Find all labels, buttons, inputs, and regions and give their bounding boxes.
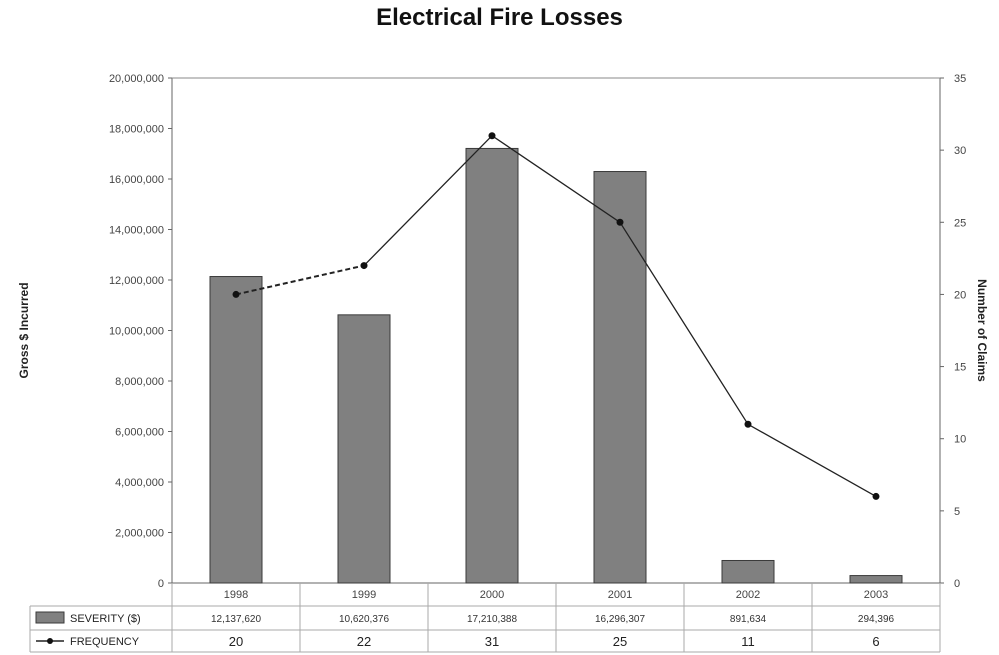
bar-1999	[337, 314, 391, 584]
legend-severity-label: SEVERITY ($)	[70, 613, 141, 625]
bar-1998	[209, 276, 263, 584]
y-tick-label: 18,000,000	[109, 124, 164, 136]
y-tick-label: 8,000,000	[115, 376, 164, 388]
frequency-point-2003	[872, 492, 880, 500]
x-category-label: 1999	[352, 589, 376, 601]
y-tick-label: 20,000,000	[109, 73, 164, 85]
frequency-value-2001: 25	[613, 634, 627, 649]
severity-value-2002: 891,634	[730, 614, 767, 625]
y2-tick-label: 30	[954, 145, 966, 157]
y-axis-title: Gross $ Incurred	[17, 282, 31, 378]
x-category-label: 1998	[224, 589, 248, 601]
y-tick-label: 2,000,000	[115, 528, 164, 540]
y2-tick-label: 35	[954, 73, 966, 85]
y-tick-label: 6,000,000	[115, 427, 164, 439]
y-tick-label: 0	[158, 578, 164, 590]
severity-value-1999: 10,620,376	[339, 614, 389, 625]
y2-tick-label: 5	[954, 506, 960, 518]
frequency-point-1998	[232, 290, 240, 298]
x-category-label: 2003	[864, 589, 888, 601]
frequency-point-2000	[488, 132, 496, 140]
y-tick-label: 16,000,000	[109, 174, 164, 186]
y-tick-label: 4,000,000	[115, 477, 164, 489]
legend-severity-swatch	[35, 611, 65, 624]
chart-title: Electrical Fire Losses	[376, 4, 623, 31]
bar-2000	[465, 147, 519, 584]
frequency-line-dashed-segment	[235, 264, 365, 296]
severity-value-2003: 294,396	[858, 614, 895, 625]
frequency-value-1998: 20	[229, 634, 243, 649]
bar-2003	[849, 575, 903, 584]
y-tick-label: 10,000,000	[109, 326, 164, 338]
y2-tick-label: 0	[954, 578, 960, 590]
frequency-value-1999: 22	[357, 634, 371, 649]
frequency-point-2001	[616, 218, 624, 226]
severity-value-2001: 16,296,307	[595, 614, 645, 625]
y-tick-label: 14,000,000	[109, 225, 164, 237]
legend-frequency-label: FREQUENCY	[70, 636, 140, 648]
legend-frequency-marker	[47, 638, 53, 644]
frequency-value-2002: 11	[741, 634, 755, 649]
bar-2001	[593, 171, 647, 584]
y2-tick-label: 20	[954, 289, 966, 301]
bar-2002	[721, 559, 775, 584]
severity-value-1998: 12,137,620	[211, 614, 261, 625]
frequency-value-2003: 6	[872, 634, 879, 649]
severity-value-2000: 17,210,388	[467, 614, 517, 625]
x-category-label: 2000	[480, 589, 504, 601]
frequency-point-1999	[360, 262, 368, 270]
y-tick-label: 12,000,000	[109, 275, 164, 287]
y2-axis-title: Number of Claims	[975, 279, 989, 382]
frequency-value-2000: 31	[485, 634, 499, 649]
y2-tick-label: 25	[954, 217, 966, 229]
x-category-label: 2001	[608, 589, 632, 601]
x-category-label: 2002	[736, 589, 760, 601]
y2-tick-label: 15	[954, 362, 966, 374]
y2-tick-label: 10	[954, 434, 966, 446]
frequency-point-2002	[744, 420, 752, 428]
